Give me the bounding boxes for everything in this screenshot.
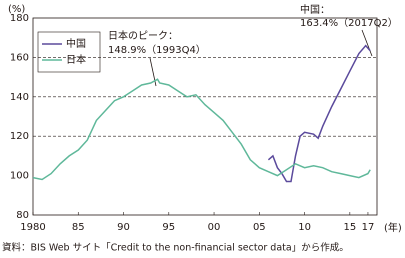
x-tick-label: 1980 [20, 222, 45, 233]
y-tick-label: 180 [10, 13, 29, 24]
y-axis-label: (%) [8, 4, 25, 15]
x-tick-label: 90 [117, 222, 130, 233]
y-tick-label: 140 [10, 92, 29, 103]
plot-frame [32, 17, 378, 216]
x-tick-label: 17 [362, 222, 375, 233]
x-tick-label: 10 [298, 222, 311, 233]
source: 資料：BIS Web サイト「Credit to the non-financi… [2, 242, 349, 254]
annotation: 163.4%（2017Q2） [300, 17, 398, 29]
x-tick-label: 05 [253, 222, 266, 233]
x-tick-label: 00 [208, 222, 221, 233]
legend [37, 31, 101, 73]
x-tick-label: 15 [343, 222, 356, 233]
x-tick-label: 85 [72, 222, 85, 233]
y-tick-label: 120 [10, 131, 29, 142]
annotation: 中国： [300, 3, 330, 16]
line [32, 78, 371, 181]
annotation: 148.9%（1993Q4） [108, 44, 206, 56]
annotation: 日本のピーク： [108, 29, 178, 42]
line [267, 44, 371, 183]
legend-label: 日本 [66, 53, 86, 66]
legend-label: 中国 [66, 37, 86, 50]
y-tick-label: 100 [10, 171, 29, 182]
arrow [361, 29, 373, 57]
x-tick-label: 95 [162, 222, 175, 233]
y-tick-label: 80 [16, 210, 29, 221]
x-axis-label: (年) [384, 221, 402, 234]
y-tick-label: 160 [10, 52, 29, 63]
